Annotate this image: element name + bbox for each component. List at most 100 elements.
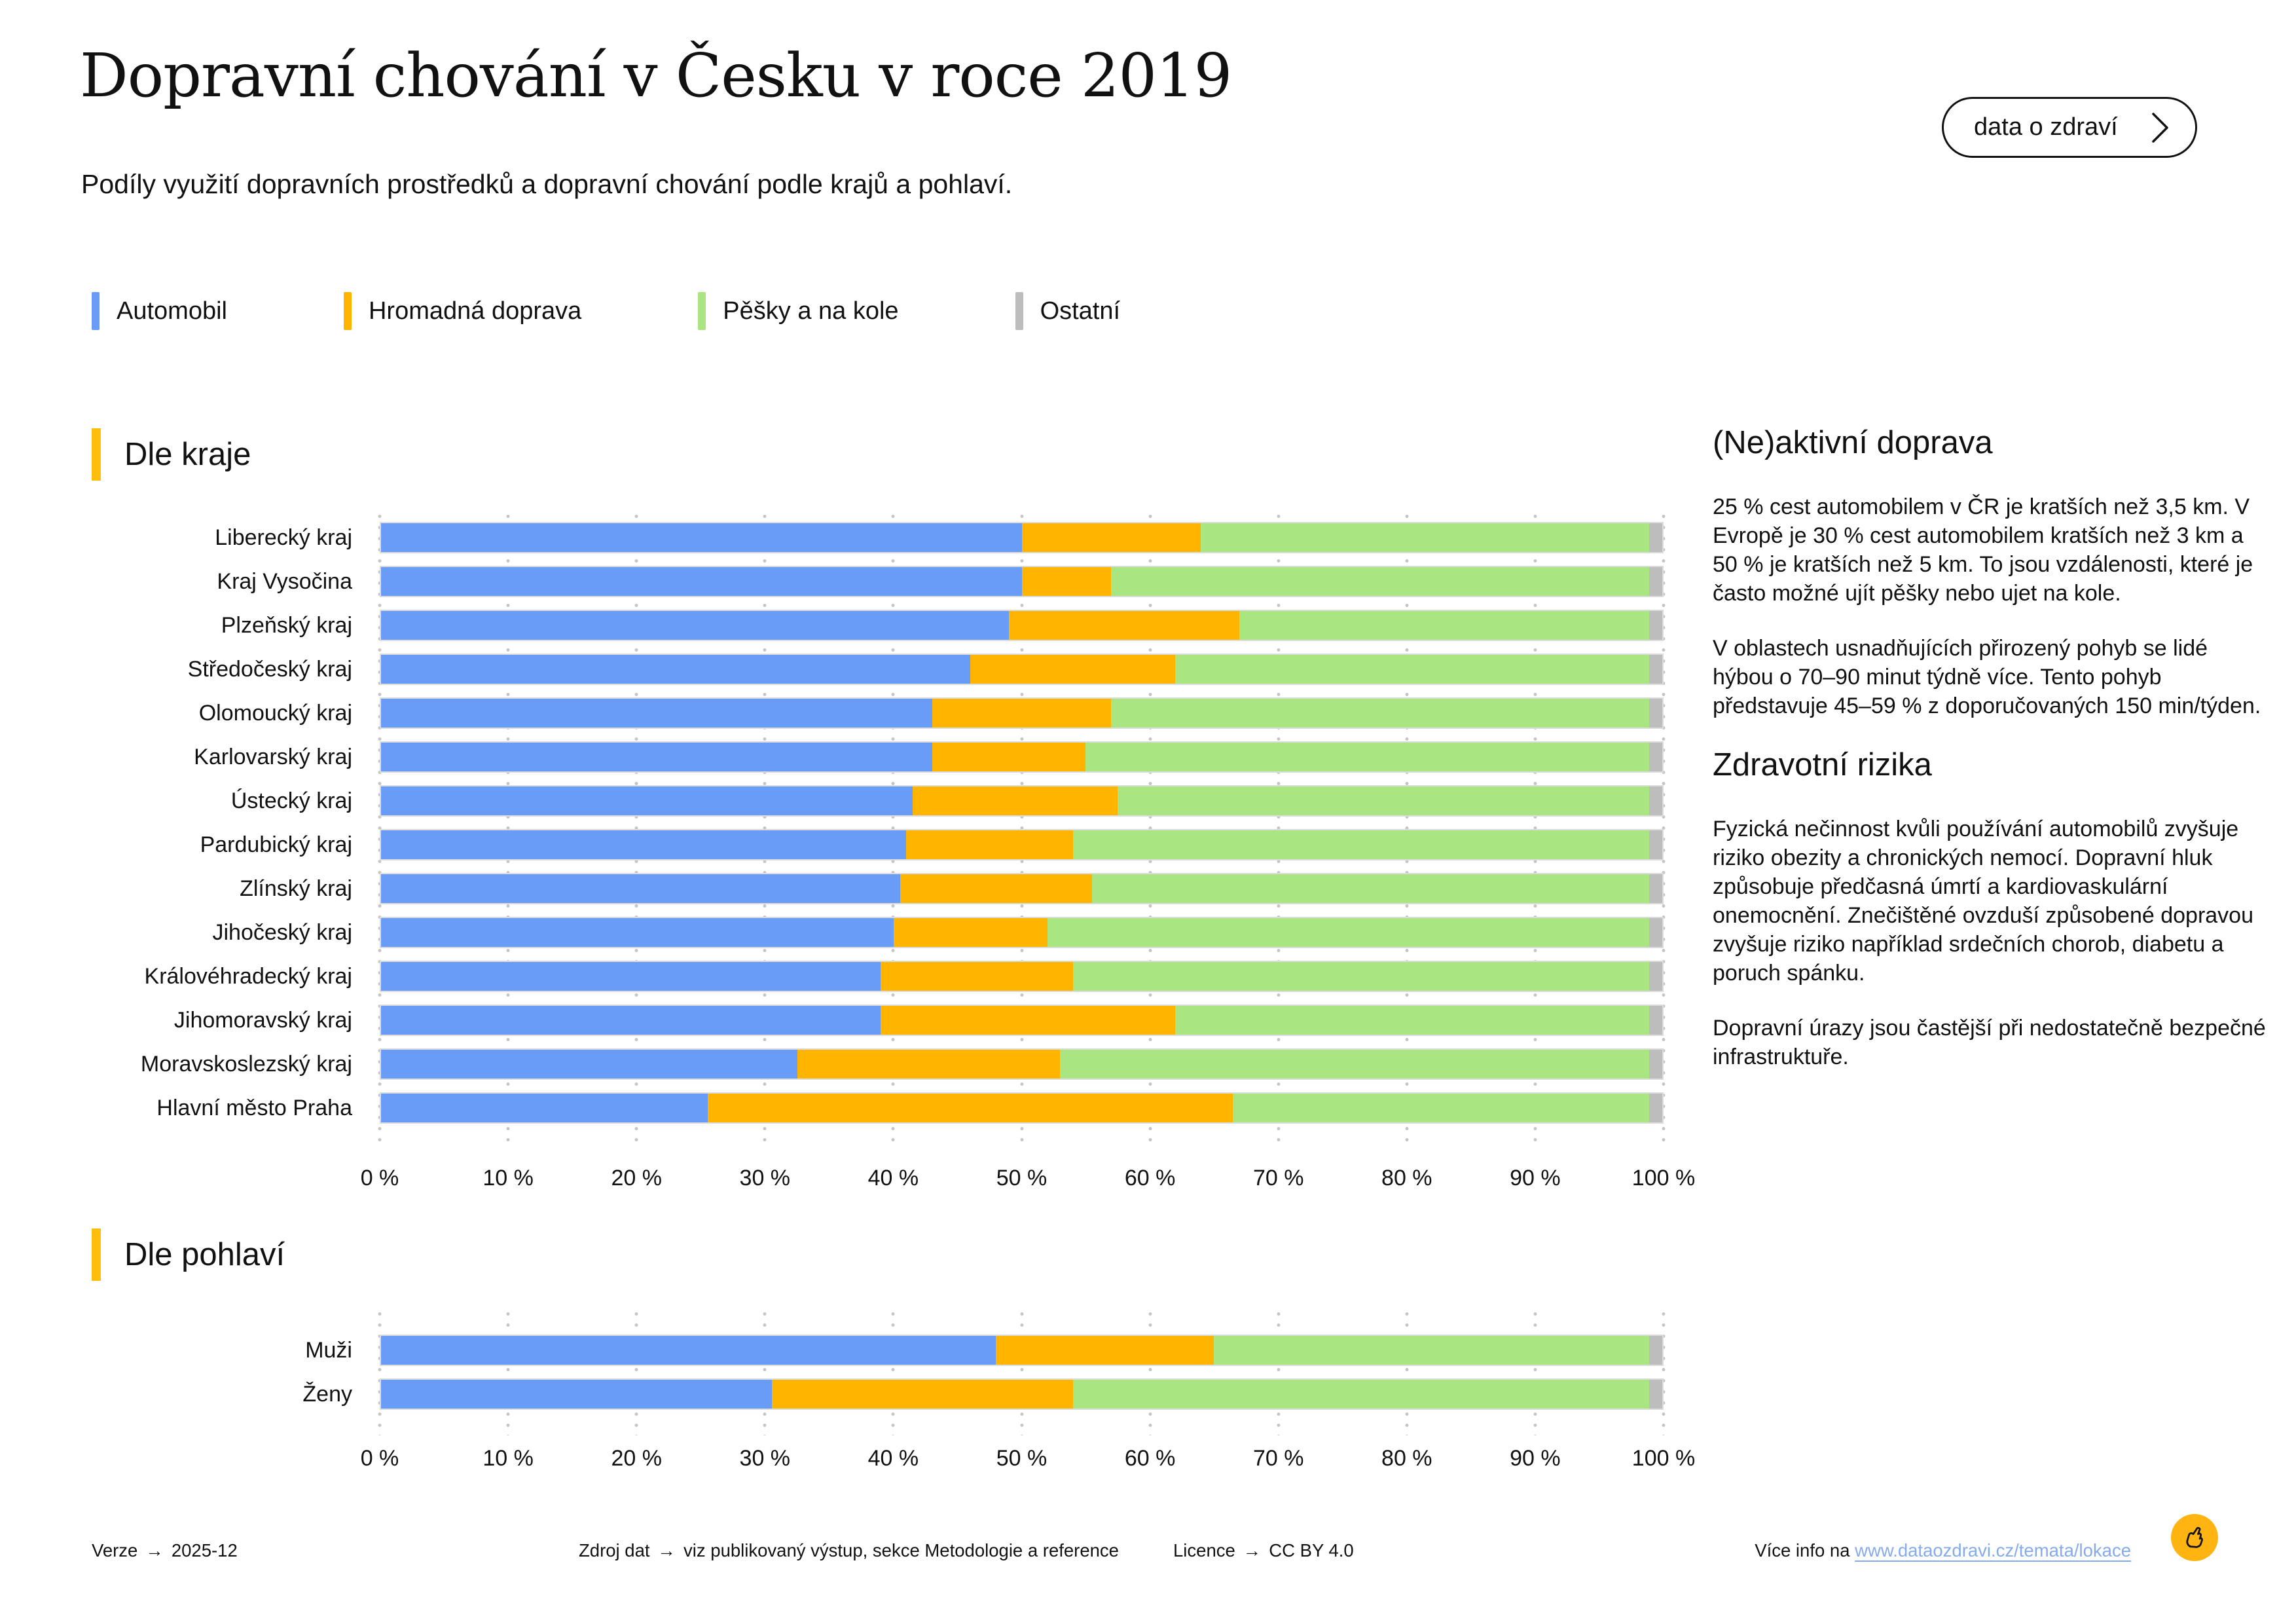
- data-o-zdravi-logo[interactable]: [2171, 1514, 2218, 1561]
- footer-license: Licence → CC BY 4.0: [1173, 1540, 1354, 1561]
- stacked-bar: [380, 829, 1664, 860]
- bar-segment-0[interactable]: [381, 830, 907, 859]
- bar-segment-3[interactable]: [1649, 786, 1662, 815]
- bar-segment-0[interactable]: [381, 655, 971, 684]
- bar-segment-0[interactable]: [381, 786, 913, 815]
- bar-segment-2[interactable]: [1047, 918, 1650, 947]
- row-label: Karlovarský kraj: [194, 745, 352, 769]
- bar-segment-3[interactable]: [1649, 830, 1662, 859]
- legend-item-3[interactable]: Ostatní: [1015, 292, 1121, 330]
- section-title-dle-kraje: Dle kraje: [124, 437, 251, 472]
- footer-more-info-prefix: Více info na: [1755, 1540, 1850, 1560]
- gridline: [506, 1308, 510, 1435]
- bar-segment-1[interactable]: [932, 699, 1112, 728]
- stacked-bar: [380, 961, 1664, 992]
- bar-segment-3[interactable]: [1649, 962, 1662, 991]
- gridline: [1405, 1308, 1409, 1435]
- stacked-bar: [380, 785, 1664, 817]
- bar-segment-1[interactable]: [900, 874, 1093, 903]
- bar-segment-3[interactable]: [1649, 611, 1662, 640]
- bar-segment-1[interactable]: [970, 655, 1176, 684]
- bar-segment-1[interactable]: [996, 1336, 1214, 1365]
- bar-segment-0[interactable]: [381, 1006, 881, 1035]
- bar-segment-3[interactable]: [1649, 567, 1662, 596]
- bar-segment-1[interactable]: [893, 918, 1048, 947]
- bar-segment-3[interactable]: [1649, 1094, 1662, 1122]
- bar-segment-2[interactable]: [1214, 1336, 1650, 1365]
- bar-segment-1[interactable]: [881, 962, 1073, 991]
- bar-segment-1[interactable]: [1008, 611, 1240, 640]
- footer-data-source-value: viz publikovaný výstup, sekce Metodologi…: [683, 1540, 1119, 1560]
- sidebar-paragraph: 25 % cest automobilem v ČR je kratších n…: [1713, 494, 2253, 606]
- data-o-zdravi-button[interactable]: data o zdraví: [1942, 97, 2197, 158]
- row-label: Pardubický kraj: [200, 832, 352, 857]
- gridline: [1020, 1308, 1023, 1435]
- legend-item-0[interactable]: Automobil: [92, 292, 227, 330]
- bar-segment-3[interactable]: [1649, 655, 1662, 684]
- bar-segment-2[interactable]: [1092, 874, 1650, 903]
- bar-segment-1[interactable]: [1021, 567, 1112, 596]
- bar-segment-1[interactable]: [913, 786, 1118, 815]
- bar-segment-3[interactable]: [1649, 918, 1662, 947]
- bar-segment-3[interactable]: [1649, 1006, 1662, 1035]
- bar-segment-0[interactable]: [381, 699, 932, 728]
- bar-segment-2[interactable]: [1060, 1050, 1650, 1079]
- legend-label: Automobil: [117, 297, 227, 325]
- footer-version-value: 2025-12: [171, 1540, 238, 1560]
- bar-segment-3[interactable]: [1649, 1050, 1662, 1079]
- bar-segment-1[interactable]: [708, 1094, 1233, 1122]
- bar-segment-2[interactable]: [1072, 962, 1650, 991]
- legend-item-2[interactable]: Pěšky a na kole: [698, 292, 899, 330]
- bar-segment-3[interactable]: [1649, 743, 1662, 771]
- bar-segment-0[interactable]: [381, 962, 881, 991]
- bar-segment-3[interactable]: [1649, 1336, 1662, 1365]
- bar-segment-2[interactable]: [1111, 567, 1650, 596]
- bar-segment-2[interactable]: [1085, 743, 1650, 771]
- bar-segment-1[interactable]: [881, 1006, 1176, 1035]
- bar-segment-1[interactable]: [1021, 523, 1201, 552]
- row-label: Zlínský kraj: [240, 876, 352, 901]
- bar-segment-0[interactable]: [381, 874, 900, 903]
- bar-segment-3[interactable]: [1649, 874, 1662, 903]
- legend-swatch-icon: [343, 292, 352, 330]
- row-label: Jihočeský kraj: [212, 920, 352, 945]
- bar-segment-2[interactable]: [1175, 1006, 1650, 1035]
- bar-segment-1[interactable]: [771, 1380, 1073, 1409]
- bar-segment-0[interactable]: [381, 743, 932, 771]
- footer-more-info-link[interactable]: www.dataozdravi.cz/temata/lokace: [1855, 1540, 2131, 1560]
- stacked-bar: [380, 873, 1664, 904]
- legend-label: Ostatní: [1040, 297, 1121, 325]
- bar-segment-2[interactable]: [1201, 523, 1650, 552]
- bar-segment-0[interactable]: [381, 1050, 798, 1079]
- bar-segment-0[interactable]: [381, 918, 894, 947]
- bar-segment-1[interactable]: [797, 1050, 1061, 1079]
- legend-item-1[interactable]: Hromadná doprava: [343, 292, 581, 330]
- bar-segment-2[interactable]: [1233, 1094, 1650, 1122]
- data-o-zdravi-button-label: data o zdraví: [1974, 113, 2118, 141]
- bar-segment-2[interactable]: [1118, 786, 1650, 815]
- bar-segment-0[interactable]: [381, 1380, 772, 1409]
- bar-segment-1[interactable]: [932, 743, 1086, 771]
- gridline: [506, 511, 510, 1143]
- bar-segment-2[interactable]: [1175, 655, 1650, 684]
- bar-segment-0[interactable]: [381, 1094, 708, 1122]
- footer-version-label: Verze: [92, 1540, 138, 1560]
- chart-row: Jihočeský kraj: [79, 917, 1664, 948]
- stacked-bar: [380, 566, 1664, 597]
- bar-segment-2[interactable]: [1239, 611, 1650, 640]
- bar-segment-3[interactable]: [1649, 523, 1662, 552]
- bar-segment-2[interactable]: [1072, 1380, 1650, 1409]
- bar-segment-3[interactable]: [1649, 699, 1662, 728]
- bar-segment-0[interactable]: [381, 567, 1022, 596]
- bar-segment-0[interactable]: [381, 611, 1009, 640]
- x-axis-tick: 60 %: [1124, 1446, 1176, 1471]
- bar-segment-2[interactable]: [1072, 830, 1650, 859]
- bar-segment-0[interactable]: [381, 1336, 996, 1365]
- stacked-bar: [380, 610, 1664, 641]
- x-axis-tick: 70 %: [1252, 1446, 1304, 1471]
- bar-segment-1[interactable]: [906, 830, 1073, 859]
- bar-segment-2[interactable]: [1111, 699, 1650, 728]
- bar-segment-0[interactable]: [381, 523, 1022, 552]
- stacked-bar: [380, 1048, 1664, 1080]
- bar-segment-3[interactable]: [1649, 1380, 1662, 1409]
